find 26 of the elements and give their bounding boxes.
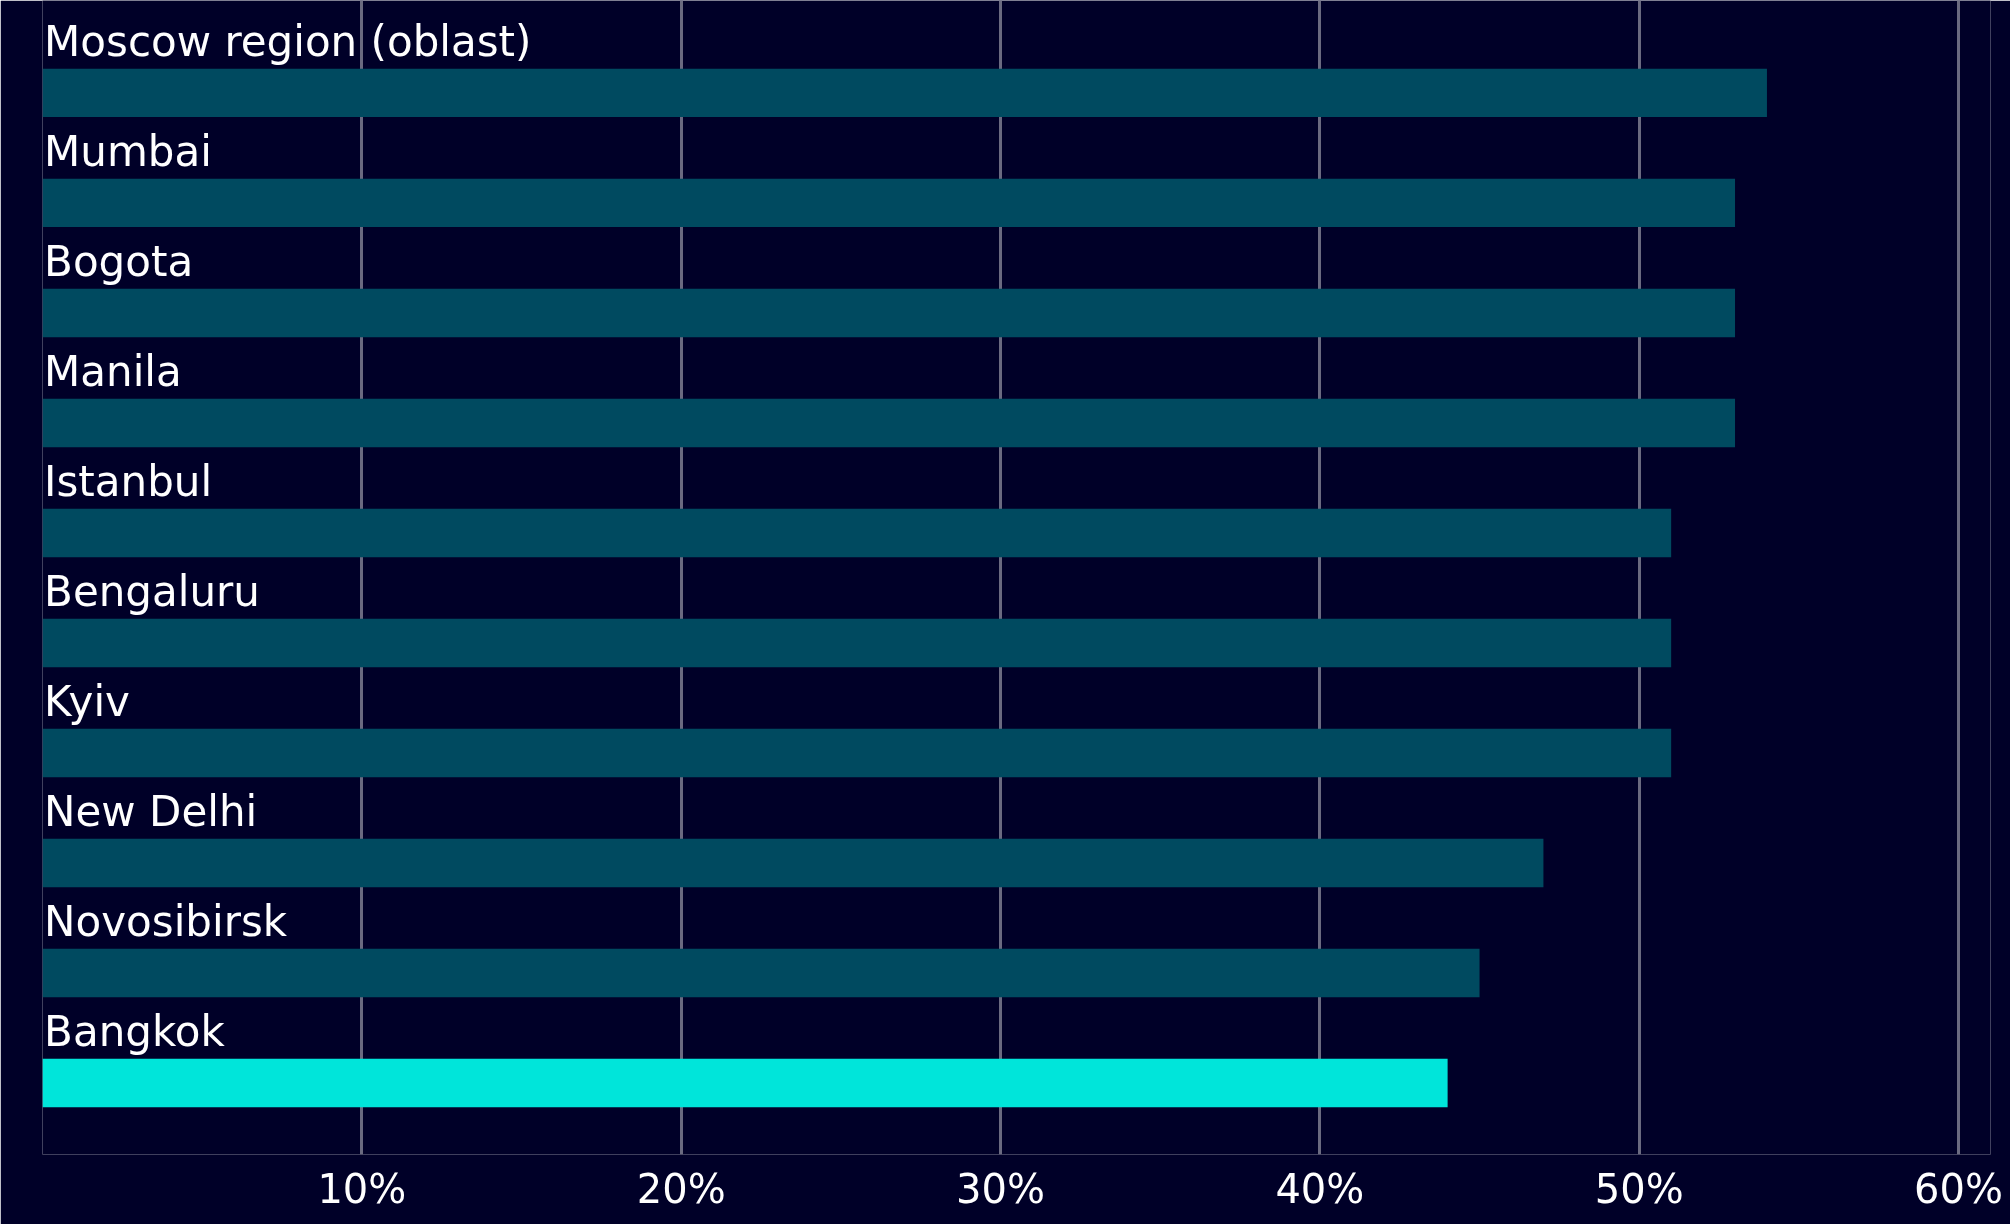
y-tick-label: Novosibirsk — [44, 896, 288, 946]
y-tick-label: Kyiv — [44, 676, 130, 726]
y-tick-label: Mumbai — [44, 126, 212, 176]
y-tick-label: Moscow region (oblast) — [44, 16, 532, 66]
x-tick-label: 60% — [1914, 1165, 2004, 1212]
x-tick-label: 30% — [956, 1165, 1045, 1212]
bar — [42, 68, 1767, 118]
y-tick-label: New Delhi — [44, 786, 258, 836]
y-tick-label: Bangkok — [44, 1006, 226, 1056]
bar — [42, 618, 1672, 668]
bar — [42, 288, 1736, 338]
bar — [42, 728, 1672, 778]
x-tick-label: 50% — [1594, 1165, 1684, 1212]
bar — [42, 948, 1480, 998]
y-tick-label: Manila — [44, 346, 182, 396]
y-tick-label: Istanbul — [44, 456, 213, 506]
bar — [42, 178, 1736, 228]
x-tick-label: 10% — [317, 1165, 407, 1212]
y-tick-label: Bogota — [44, 236, 194, 286]
bar — [42, 508, 1672, 558]
x-tick-label: 20% — [636, 1165, 726, 1212]
y-tick-label: Bengaluru — [44, 566, 260, 616]
bar — [42, 1058, 1448, 1108]
bar — [42, 838, 1544, 888]
bar — [42, 398, 1736, 448]
x-tick-label: 40% — [1275, 1165, 1365, 1212]
